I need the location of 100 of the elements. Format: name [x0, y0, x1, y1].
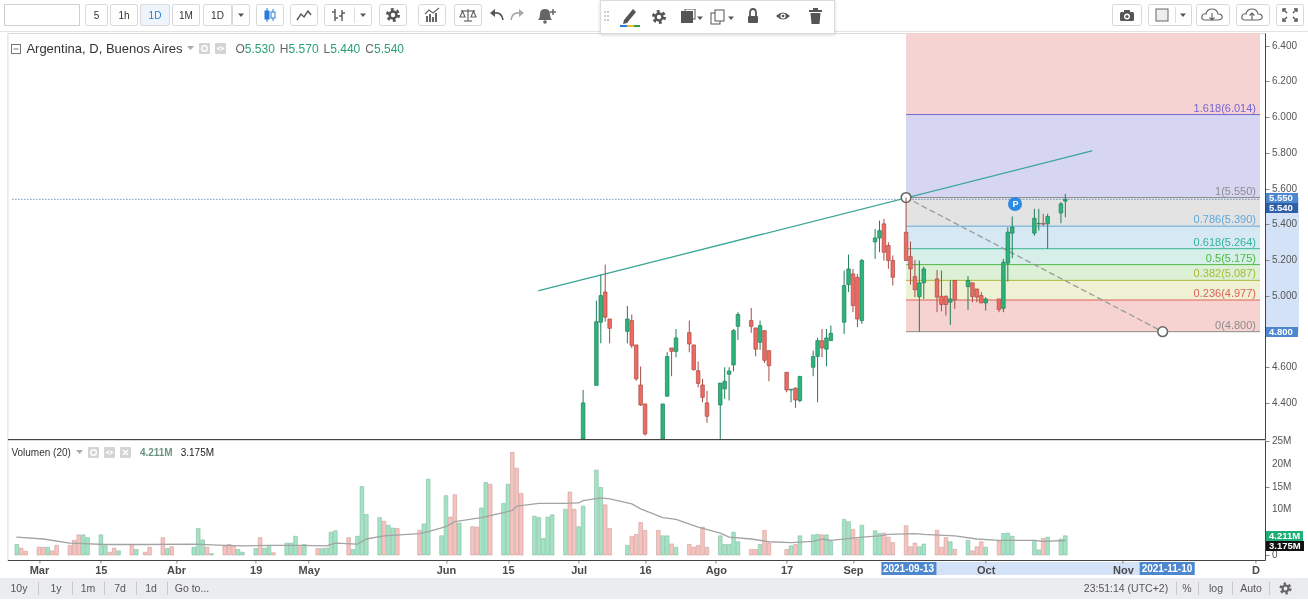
candlestick: [757, 320, 763, 351]
x-tick-label: D: [1252, 563, 1261, 576]
bar: [749, 549, 754, 556]
bar: [536, 517, 541, 556]
text: 2021-09-13: [880, 562, 937, 575]
y-tick-label: 4.400: [1272, 397, 1298, 409]
y-tick-label: 5.000: [1272, 289, 1298, 301]
y-tick-label: 5.600: [1272, 182, 1298, 194]
bar: [54, 545, 59, 556]
bar: [921, 543, 926, 556]
bar: [934, 530, 940, 556]
annotation: P: [1008, 197, 1023, 212]
bar: [417, 530, 422, 556]
text: Volumen (20): [11, 446, 71, 458]
candlestick: [824, 328, 829, 367]
y-tick-label: 10M: [1272, 503, 1292, 515]
text: 7d: [114, 582, 126, 594]
bar: [240, 551, 245, 556]
bar: [881, 532, 887, 556]
x-tick-label: Nov: [1112, 563, 1135, 576]
candlestick: [1058, 201, 1064, 224]
bar: [328, 531, 334, 556]
candlestick: [970, 282, 975, 303]
bar: [580, 505, 586, 556]
y-tick-label: 25M: [1272, 434, 1292, 446]
text: 5: [85, 4, 108, 26]
bar: [859, 525, 864, 556]
bar: [142, 551, 148, 556]
bar: [625, 545, 630, 556]
bar: [797, 535, 803, 556]
bar: [253, 548, 258, 556]
bar: [98, 534, 104, 556]
bar: [846, 521, 851, 556]
text: 23:51:14 (UTC+2): [1083, 582, 1169, 594]
bar: [983, 546, 988, 556]
bar: [1032, 540, 1037, 556]
bar: [488, 483, 493, 556]
ref-line-label: 0.236(4.977): [1193, 287, 1256, 300]
x-tick-label: Jul: [571, 563, 588, 576]
bar: [824, 534, 829, 556]
candlestick: [1032, 208, 1037, 237]
bar: [386, 525, 391, 556]
bar: [45, 546, 50, 556]
bar: [669, 543, 674, 556]
bar: [691, 546, 696, 556]
bar: [160, 537, 165, 556]
candlestick: [1063, 193, 1068, 218]
bar: [594, 469, 599, 556]
x-tick-label: Abr: [167, 563, 187, 576]
x-tick-label: 15: [95, 563, 108, 576]
bar: [673, 546, 679, 556]
bar: [204, 546, 210, 556]
candlestick: [965, 275, 971, 311]
bar: [443, 495, 449, 556]
text: O5.530 H5.570 L5.440 C5.540: [235, 41, 404, 56]
text: 1d: [145, 582, 157, 594]
y-tick-label: 5.800: [1272, 146, 1298, 158]
bar: [23, 551, 28, 556]
bar: [452, 494, 457, 556]
candlestick: [815, 337, 820, 403]
bar: [757, 544, 763, 556]
bar: [996, 540, 1002, 556]
bar: [811, 534, 816, 556]
x-tick-label: Sep: [843, 563, 864, 576]
bar: [762, 530, 767, 556]
bar: [266, 545, 272, 556]
ref-line-label: 5.540: [1266, 202, 1298, 214]
bar: [563, 509, 568, 556]
ref-line-label: 1(5.550): [1215, 184, 1256, 197]
text: 10y: [10, 582, 28, 594]
text: 2021-11-10: [1139, 562, 1195, 575]
text: 4.800: [1266, 325, 1298, 337]
bar: [603, 504, 608, 556]
candlestick: [625, 305, 630, 344]
bar: [271, 552, 276, 556]
text: 3.175M: [1266, 539, 1304, 551]
bar: [842, 519, 847, 556]
bar: [19, 547, 24, 556]
candlestick: [952, 279, 957, 310]
x-tick-label: Ago: [705, 563, 728, 576]
bar: [165, 548, 170, 556]
y-tick-label: 6.200: [1272, 75, 1298, 87]
bar: [231, 545, 236, 556]
bar: [1045, 536, 1050, 556]
x-tick-label: 17: [780, 563, 794, 576]
bar: [359, 486, 365, 556]
bar: [1058, 538, 1064, 556]
candlestick: [797, 375, 803, 403]
bar: [116, 550, 121, 556]
y-tick-label: 15M: [1272, 480, 1292, 492]
bar: [1001, 533, 1006, 556]
bar: [129, 544, 134, 556]
bar: [85, 537, 90, 556]
bar: [819, 534, 825, 556]
bar: [505, 483, 511, 556]
text: 5.550: [1266, 192, 1298, 204]
ref-line-label: 0.786(5.390): [1193, 213, 1256, 226]
text: 1h: [110, 4, 138, 26]
line-series: [16, 497, 1066, 547]
bar: [147, 546, 152, 556]
